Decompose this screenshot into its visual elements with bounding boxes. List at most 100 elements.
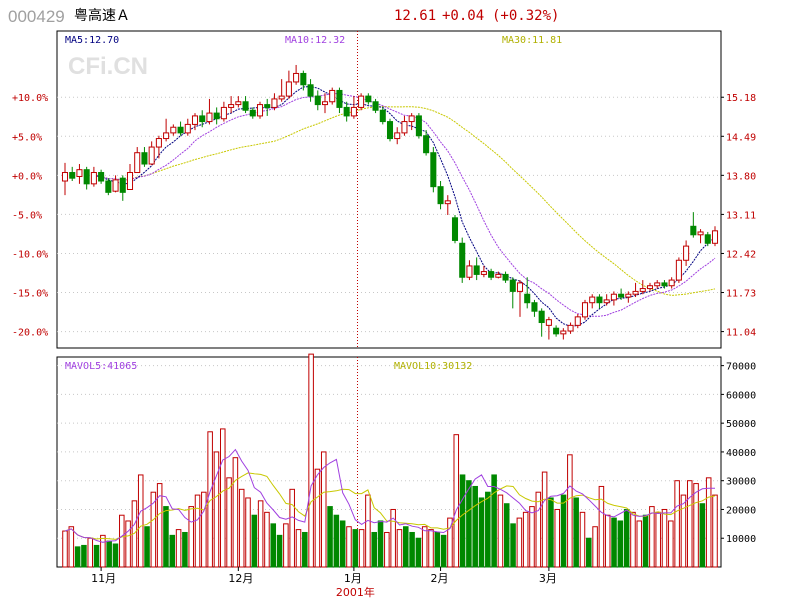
- candle-body: [155, 138, 162, 148]
- y-left-tick-label: -10.0%: [12, 249, 48, 260]
- volume-bar: [238, 488, 245, 568]
- volume-bar: [150, 491, 157, 568]
- candle-body: [98, 172, 105, 182]
- candle: [415, 113, 422, 139]
- candle-body: [466, 265, 473, 278]
- candle-body: [545, 319, 552, 326]
- volume-bar: [264, 511, 270, 568]
- candle-body: [603, 299, 610, 304]
- candle-body: [625, 293, 632, 298]
- candle: [177, 121, 184, 136]
- candle-body: [256, 104, 264, 117]
- volume-bar: [333, 514, 340, 568]
- candle-body: [444, 200, 451, 205]
- candle: [509, 277, 516, 309]
- candle: [697, 229, 704, 244]
- volume-bar: [371, 531, 377, 568]
- candle: [126, 164, 134, 190]
- candle: [661, 280, 668, 289]
- candle-body: [184, 123, 191, 134]
- volume-bar: [623, 508, 630, 568]
- candle: [379, 107, 386, 125]
- candle: [191, 113, 199, 131]
- candle: [401, 115, 408, 136]
- candle: [545, 316, 552, 340]
- candle: [199, 110, 206, 128]
- candle: [668, 277, 675, 289]
- x-tick-label: 11月: [91, 572, 116, 585]
- candle: [610, 291, 617, 306]
- candle-body: [437, 186, 444, 205]
- y-right-tick-label: 14.49: [726, 132, 756, 143]
- candle: [430, 147, 437, 193]
- candle-body: [567, 324, 574, 332]
- candle: [473, 257, 480, 281]
- ma30-label: MA30:11.81: [502, 35, 562, 46]
- volume-bar: [74, 546, 81, 568]
- candle-body: [379, 109, 386, 123]
- candle: [466, 260, 473, 281]
- candle-body: [386, 121, 394, 140]
- volume-bar: [661, 508, 668, 568]
- candle: [538, 308, 545, 337]
- candle: [632, 282, 639, 298]
- candle: [646, 282, 654, 292]
- volume-bar: [459, 474, 466, 568]
- price-axis-ticks: +10.0% 15.18 +5.0% 14.49 +0.0% 13.80 -5.0% 13.1…: [12, 93, 756, 338]
- candle: [256, 101, 264, 119]
- candle-body: [228, 104, 235, 108]
- candle: [502, 271, 509, 283]
- candle-body: [206, 112, 213, 123]
- volume-bar: [567, 454, 573, 568]
- candle: [249, 107, 256, 119]
- candle: [675, 257, 682, 283]
- candle: [423, 130, 430, 156]
- candle: [314, 90, 321, 111]
- volume-bar: [194, 494, 201, 568]
- volume-bar: [270, 523, 277, 568]
- candle-body: [213, 112, 220, 120]
- candle: [372, 98, 379, 114]
- volume-tick-label: 40000: [726, 448, 756, 459]
- candle: [639, 280, 646, 295]
- volume-bar: [169, 534, 176, 568]
- volume-panel: 70000 60000 50000 40000 30000 20000 10000 MAVO…: [56, 353, 756, 568]
- candle: [343, 101, 350, 122]
- ma10-label: MA10:12.32: [285, 35, 345, 46]
- candle-body: [177, 126, 184, 134]
- candle: [488, 268, 495, 281]
- candle-body: [401, 121, 408, 134]
- y-left-tick-label: -20.0%: [12, 328, 48, 339]
- candle-body: [697, 231, 704, 236]
- candle-body: [683, 245, 690, 261]
- candle: [603, 294, 610, 306]
- candle-body: [372, 101, 379, 111]
- volume-bar: [560, 494, 567, 568]
- y-left-tick-label: +10.0%: [12, 93, 48, 104]
- volume-bar: [579, 511, 586, 568]
- candle-body: [473, 265, 480, 275]
- candle-body: [264, 104, 271, 108]
- volume-bar: [384, 531, 390, 568]
- candle-body: [394, 132, 401, 140]
- candle: [69, 166, 76, 182]
- candle-body: [516, 282, 524, 292]
- candle-body: [307, 84, 314, 97]
- volume-bar: [276, 534, 283, 568]
- candle: [683, 240, 690, 266]
- volume-bar: [472, 485, 478, 568]
- volume-bar: [630, 511, 636, 568]
- candle-body: [83, 169, 90, 185]
- volume-bar: [642, 514, 649, 568]
- volume-bar: [175, 529, 182, 568]
- ma5-label: MA5:12.70: [65, 35, 119, 46]
- candle-body: [336, 89, 343, 108]
- candle: [278, 79, 285, 102]
- y-right-tick-label: 12.42: [726, 249, 756, 260]
- volume-bar: [68, 526, 75, 568]
- y-right-tick-label: 13.80: [726, 171, 756, 182]
- volume-bar: [232, 457, 239, 568]
- volume-bar: [693, 483, 699, 568]
- candle-body: [415, 115, 422, 137]
- candle-body: [163, 132, 170, 140]
